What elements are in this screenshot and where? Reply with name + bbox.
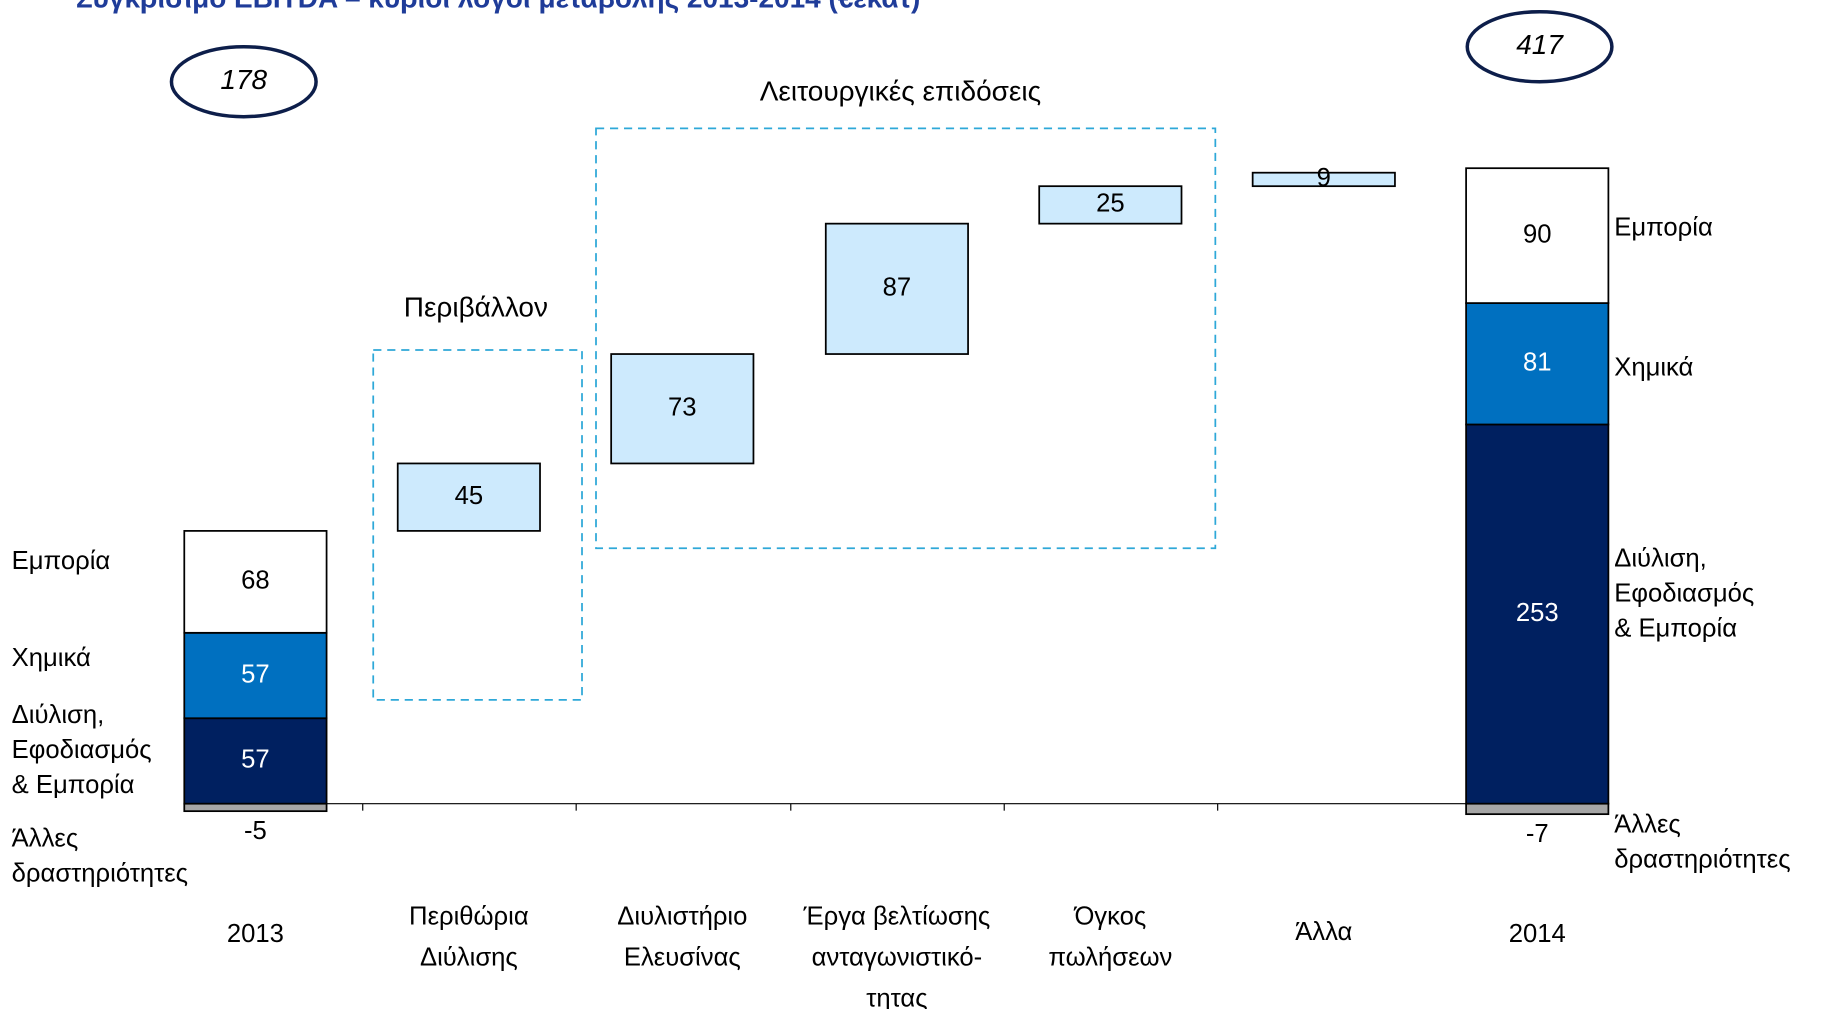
value-label: 73 xyxy=(668,394,697,422)
segment-name: Διύλιση, xyxy=(1614,545,1707,573)
value-label: 253 xyxy=(1516,599,1559,627)
segment-name: Χημικά xyxy=(1614,353,1693,381)
segment-name: Άλλες xyxy=(12,825,79,853)
x-tick-label: Άλλα xyxy=(1295,918,1352,946)
total-ellipse xyxy=(169,44,318,119)
x-tick-label: 2014 xyxy=(1509,920,1566,948)
step-bar xyxy=(396,462,541,532)
total-label: 178 xyxy=(220,64,267,95)
x-tick-label: Διύλισης xyxy=(420,944,518,972)
segment-name: & Εμπορία xyxy=(12,771,135,799)
step-bar xyxy=(1038,185,1183,225)
value-label: 9 xyxy=(1317,164,1331,192)
group-label: Λειτουργικές επιδόσεις xyxy=(760,76,1041,107)
stack-segment xyxy=(183,530,328,634)
x-tick-label: Ελευσίνας xyxy=(624,944,741,972)
total-label: 417 xyxy=(1516,29,1564,60)
x-tick-label: τητας xyxy=(866,984,927,1009)
value-label: -7 xyxy=(1526,820,1549,848)
group-box xyxy=(595,127,1217,550)
segment-name: & Εμπορία xyxy=(1614,615,1737,643)
x-tick-label: ανταγωνιστικό- xyxy=(812,944,983,972)
stack-segment xyxy=(183,717,328,805)
value-label: 57 xyxy=(241,746,270,774)
value-label: 57 xyxy=(241,660,270,688)
group-label: Περιβάλλον xyxy=(404,292,548,323)
stack-segment xyxy=(183,802,328,813)
x-tick-label: Όγκος xyxy=(1073,903,1146,931)
segment-name: Χημικά xyxy=(12,644,91,672)
value-label: -5 xyxy=(244,817,267,845)
value-label: 87 xyxy=(883,274,912,302)
group-box xyxy=(372,349,583,701)
stack-segment xyxy=(1465,167,1610,304)
step-bar xyxy=(610,353,755,465)
step-bar xyxy=(824,222,969,355)
segment-name: δραστηριότητες xyxy=(1614,846,1790,874)
value-label: 45 xyxy=(455,482,484,510)
x-tick-label: Περιθώρια xyxy=(409,903,529,931)
x-tick-label: 2013 xyxy=(227,920,284,948)
value-label: 25 xyxy=(1096,190,1125,218)
step-bar xyxy=(1251,171,1396,188)
segment-name: Εφοδιασμός xyxy=(1614,580,1754,608)
value-label: 81 xyxy=(1523,349,1552,377)
value-label: 90 xyxy=(1523,220,1552,248)
total-ellipse xyxy=(1465,9,1614,84)
stack-segment xyxy=(183,631,328,720)
segment-name: δραστηριότητες xyxy=(12,860,188,888)
stack-segment xyxy=(1465,802,1610,816)
stack-segment xyxy=(1465,302,1610,426)
segment-name: Εμπορία xyxy=(12,547,111,575)
segment-name: Εμπορία xyxy=(1614,213,1713,241)
segment-name: Άλλες xyxy=(1614,811,1681,839)
segment-name: Εφοδιασμός xyxy=(12,736,152,764)
chart-title: Συγκρίσιμο EBITDA – κύριοι λόγοι μεταβολ… xyxy=(76,0,921,13)
x-tick-label: Διυλιστήριο xyxy=(617,903,747,931)
value-label: 68 xyxy=(241,567,270,595)
x-tick-label: Έργα βελτίωσης xyxy=(803,903,991,931)
segment-name: Διύλιση, xyxy=(12,701,105,729)
x-tick-label: πωλήσεων xyxy=(1048,944,1172,972)
